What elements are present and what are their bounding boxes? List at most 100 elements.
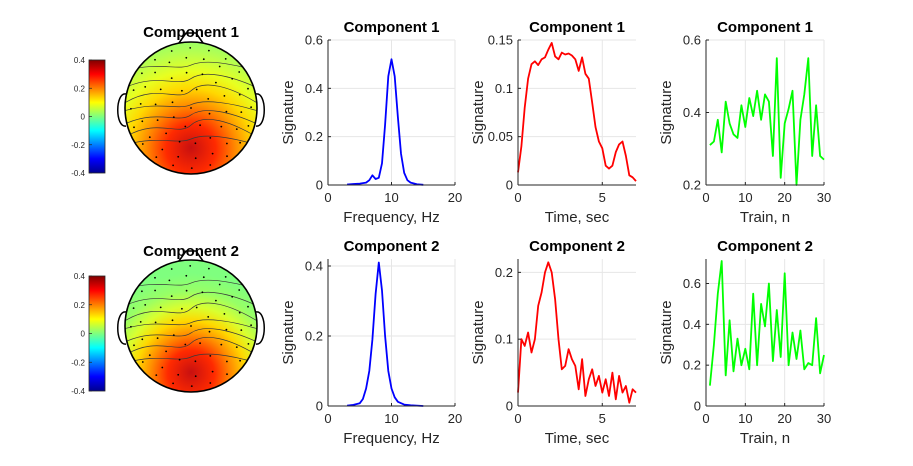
- electrode-marker: [250, 324, 253, 327]
- x-tick-label: 20: [777, 190, 791, 205]
- electrode-marker: [239, 359, 242, 362]
- electrode-marker: [178, 140, 181, 143]
- electrode-marker: [215, 81, 217, 84]
- topoplot-4: Component 20.40.20-0.2-0.4: [71, 243, 265, 396]
- electrode-marker: [161, 366, 164, 369]
- electrode-marker: [226, 373, 228, 376]
- electrode-marker: [148, 354, 151, 357]
- colorbar-tick-label: -0.2: [71, 141, 85, 150]
- electrode-marker: [165, 350, 168, 353]
- x-tick-label: 0: [514, 190, 521, 205]
- electrode-marker: [156, 119, 159, 121]
- electrode-marker: [218, 65, 221, 68]
- chart-title: Component 1: [344, 19, 440, 36]
- electrode-marker: [195, 88, 198, 91]
- y-axis-label: Signature: [658, 80, 675, 144]
- contour-line: [125, 101, 257, 112]
- electrode-marker: [199, 124, 202, 127]
- x-axis-label: Frequency, Hz: [343, 430, 439, 447]
- electrode-marker: [218, 283, 221, 286]
- electrode-marker: [226, 360, 228, 363]
- electrode-marker: [168, 279, 171, 282]
- y-axis-label: Signature: [280, 300, 297, 364]
- contour-line: [125, 118, 257, 138]
- contour-line: [125, 73, 257, 88]
- electrode-marker: [133, 126, 135, 129]
- x-axis-label: Time, sec: [545, 209, 610, 226]
- electrode-marker: [181, 89, 183, 92]
- colorbar-tick-label: -0.2: [71, 358, 85, 367]
- electrode-marker: [144, 304, 147, 306]
- electrode-marker: [247, 125, 250, 127]
- x-axis-label: Frequency, Hz: [343, 209, 439, 226]
- electrode-marker: [240, 111, 243, 113]
- electrode-marker: [155, 374, 158, 376]
- electrode-marker: [190, 325, 192, 327]
- x-tick-label: 20: [448, 411, 462, 426]
- electrode-marker: [199, 342, 202, 345]
- electrode-marker: [184, 343, 187, 346]
- x-axis-label: Train, n: [740, 430, 790, 447]
- electrode-marker: [141, 143, 144, 145]
- electrode-marker: [240, 329, 243, 331]
- x-tick-label: 30: [817, 411, 831, 426]
- series-line: [709, 260, 825, 386]
- left-ear-outline: [117, 311, 127, 345]
- colorbar-tick-label: 0.4: [74, 272, 86, 281]
- x-tick-label: 0: [702, 411, 709, 426]
- contour-line: [125, 279, 257, 290]
- series-line: [347, 58, 424, 186]
- contour-line: [125, 110, 257, 125]
- x-axis-label: Train, n: [740, 209, 790, 226]
- electrode-marker: [247, 305, 249, 308]
- head-outline: [124, 41, 258, 175]
- contour-line: [125, 353, 257, 364]
- y-axis-label: Signature: [470, 80, 487, 144]
- electrode-marker: [154, 103, 157, 106]
- electrode-marker: [185, 71, 188, 74]
- colorbar-tick-label: 0.4: [74, 56, 86, 65]
- electrode-marker: [194, 360, 197, 363]
- electrode-marker: [178, 358, 181, 361]
- series-line: [709, 57, 825, 186]
- electrode-marker: [226, 142, 228, 145]
- y-tick-label: 0.2: [305, 329, 323, 344]
- electrode-marker: [201, 73, 204, 76]
- electrode-marker: [250, 106, 253, 109]
- nose-outline: [178, 32, 204, 44]
- electrode-marker: [185, 56, 188, 59]
- contour-line: [125, 302, 257, 322]
- electrode-marker: [141, 120, 144, 123]
- electrode-marker: [159, 306, 162, 309]
- colorbar-tick-label: 0: [81, 330, 86, 339]
- y-tick-label: 0.6: [683, 33, 701, 48]
- x-tick-label: 0: [514, 411, 521, 426]
- electrode-marker: [238, 311, 241, 314]
- electrode-marker: [189, 265, 192, 267]
- y-tick-label: 0.15: [488, 33, 513, 48]
- electrode-marker: [170, 50, 173, 52]
- electrode-marker: [211, 370, 214, 373]
- electrode-marker: [226, 155, 228, 158]
- electrode-marker: [220, 343, 223, 346]
- y-axis-label: Signature: [280, 80, 297, 144]
- contour-line: [125, 135, 257, 146]
- y-tick-label: 0.1: [495, 332, 513, 347]
- x-tick-label: 0: [324, 190, 331, 205]
- electrode-marker: [141, 290, 143, 293]
- electrode-marker: [238, 289, 241, 291]
- chart-title: Component 1: [717, 19, 813, 36]
- electrode-marker: [231, 295, 234, 298]
- right-ear-outline: [255, 311, 265, 345]
- electrode-marker: [220, 125, 223, 128]
- electrode-marker: [170, 77, 173, 79]
- contour-line: [125, 61, 257, 72]
- electrode-marker: [159, 88, 162, 91]
- electrode-marker: [172, 334, 175, 336]
- y-tick-label: 0.1: [495, 81, 513, 96]
- left-ear-outline: [117, 93, 127, 127]
- electrode-marker: [171, 101, 174, 104]
- electrode-marker: [141, 338, 144, 341]
- x-tick-label: 5: [599, 190, 606, 205]
- x-tick-label: 0: [702, 190, 709, 205]
